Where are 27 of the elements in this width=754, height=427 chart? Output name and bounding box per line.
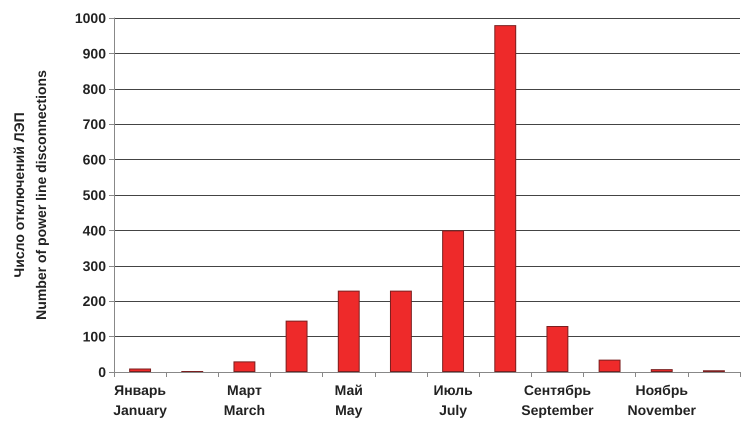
x-tick-label: Июль July xyxy=(433,382,474,418)
y-tick-label: 0 xyxy=(98,364,106,380)
y-tick-label: 1000 xyxy=(74,10,106,26)
y-axis-title: Число отключений ЛЭП Number of power line disconnections xyxy=(11,70,49,320)
y-tick-label: 400 xyxy=(82,222,106,238)
y-tick-label: 200 xyxy=(82,293,106,310)
bar xyxy=(442,230,464,372)
bar xyxy=(390,290,412,372)
bar xyxy=(233,361,256,372)
x-tick-label: Март March xyxy=(224,382,266,418)
bar xyxy=(338,290,360,372)
y-tick-label: 700 xyxy=(82,116,106,132)
y-tick-label: 100 xyxy=(82,328,106,345)
y-tick-label: 600 xyxy=(82,152,106,168)
x-tick-label: Январь January xyxy=(113,382,168,418)
y-tick-label: 500 xyxy=(82,187,106,203)
y-tick-label: 900 xyxy=(82,45,106,62)
bar xyxy=(546,326,568,372)
bar xyxy=(129,368,152,372)
y-tick-label: 800 xyxy=(82,80,106,97)
x-tick-label: Сентябрь September xyxy=(521,382,594,418)
bar xyxy=(286,320,308,372)
bar xyxy=(598,360,621,372)
bar xyxy=(494,25,516,372)
x-tick-label: Ноябрь November xyxy=(628,382,697,418)
y-tick-label: 300 xyxy=(82,258,106,274)
x-tick-label: Май May xyxy=(334,382,363,418)
